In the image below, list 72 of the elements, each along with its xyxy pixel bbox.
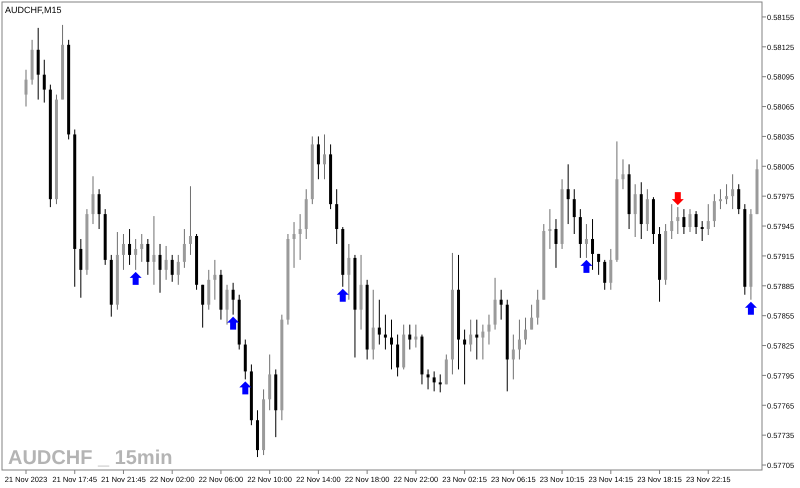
candlestick — [414, 324, 418, 348]
candlestick — [152, 216, 156, 286]
candlestick — [518, 319, 521, 360]
candlestick — [682, 208, 686, 235]
candlestick — [292, 222, 296, 268]
candlestick — [676, 206, 680, 235]
candlestick — [79, 238, 82, 298]
candlestick — [176, 254, 180, 286]
candlestick — [706, 204, 710, 236]
candlestick — [634, 184, 637, 238]
annotation: AUDCHF _ 15min — [8, 447, 172, 469]
candlestick — [128, 228, 132, 266]
candlestick — [372, 289, 375, 360]
candlestick — [584, 224, 588, 258]
candlestick — [98, 188, 101, 230]
candlestick — [566, 164, 570, 225]
candlestick — [609, 248, 612, 290]
candlestick — [146, 238, 150, 276]
candlestick — [737, 184, 740, 215]
candlestick — [487, 314, 490, 346]
candlestick — [725, 184, 728, 205]
candlestick — [164, 245, 168, 280]
candlestick — [408, 324, 412, 350]
candlestick — [438, 374, 442, 393]
candlestick — [140, 234, 144, 262]
candlestick — [597, 253, 600, 276]
candlestick — [92, 176, 95, 225]
candlestick — [463, 329, 466, 385]
candlestick — [554, 218, 558, 268]
candlestick — [536, 289, 540, 326]
candlestick — [347, 243, 350, 300]
candlestick — [718, 188, 722, 210]
candlestick — [500, 289, 503, 320]
candlestick — [316, 136, 320, 180]
candlestick — [591, 218, 594, 270]
candlestick — [712, 194, 716, 228]
candlestick — [232, 282, 235, 316]
candlestick — [298, 214, 302, 260]
candlestick — [201, 284, 204, 328]
candlestick — [512, 334, 515, 380]
candlestick — [688, 208, 692, 233]
candlestick — [572, 188, 576, 235]
candlestick — [700, 220, 704, 242]
candlestick — [24, 69, 28, 108]
candlestick — [396, 334, 400, 377]
candlestick — [378, 299, 381, 346]
candlestick — [603, 259, 606, 290]
candlestick — [621, 158, 624, 190]
candlestick — [134, 238, 138, 270]
candlestick — [170, 254, 174, 282]
candlestick — [481, 324, 484, 360]
candlestick — [426, 368, 430, 390]
chart-title: AUDCHF,M15 — [5, 5, 62, 15]
candlestick — [188, 186, 192, 256]
candlestick — [322, 134, 326, 180]
candlestick — [530, 304, 534, 330]
candlestick — [158, 243, 162, 294]
candlestick — [469, 319, 472, 352]
candlestick — [731, 174, 734, 210]
candlestick — [694, 210, 698, 235]
candlestick — [122, 234, 125, 270]
candlestick — [475, 319, 478, 360]
candlestick — [390, 319, 393, 370]
candlestick — [213, 259, 216, 300]
candlestick — [182, 228, 186, 268]
candlestick — [548, 208, 552, 250]
candlestick — [432, 370, 436, 392]
candlestick — [524, 317, 528, 346]
candlestick — [226, 284, 229, 326]
candlestick — [384, 314, 387, 350]
candlestick — [42, 59, 46, 104]
candlestick — [670, 204, 674, 240]
